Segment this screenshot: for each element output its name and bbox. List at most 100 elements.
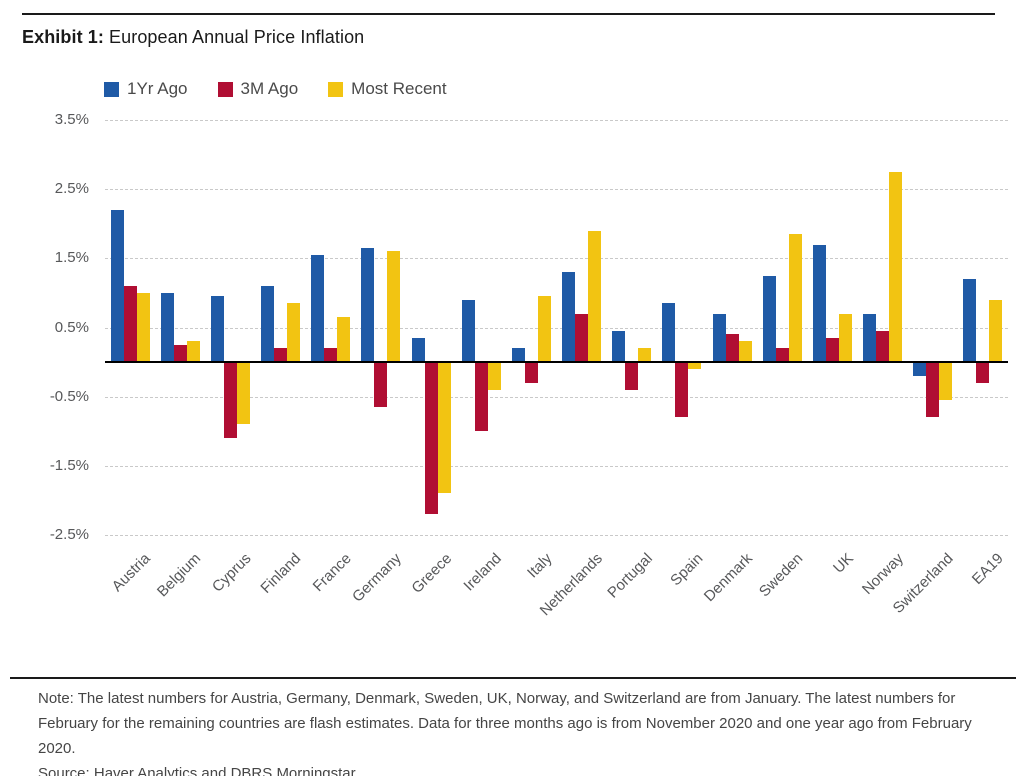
top-divider bbox=[22, 13, 995, 15]
bar-finland-3m-ago bbox=[274, 348, 288, 363]
x-tick-label-portugal: Portugal bbox=[604, 550, 656, 602]
bar-denmark-3m-ago bbox=[725, 334, 739, 363]
y-tick-label-3.5%: 3.5% bbox=[54, 111, 89, 128]
x-tick-label-finland: Finland bbox=[257, 550, 305, 597]
bar-finland-most-recent bbox=[287, 303, 301, 363]
gridline-3.5% bbox=[105, 120, 1008, 121]
note-line-1: Note: The latest numbers for Austria, Ge… bbox=[38, 690, 956, 707]
bar-switzerland-1yr-ago bbox=[913, 362, 927, 376]
bar-netherlands-most-recent bbox=[588, 230, 602, 363]
footer-divider bbox=[10, 677, 1016, 679]
bar-belgium-most-recent bbox=[186, 341, 200, 363]
bar-austria-1yr-ago bbox=[110, 209, 124, 363]
title-text: European Annual Price Inflation bbox=[109, 27, 365, 47]
bar-italy-3m-ago bbox=[524, 362, 538, 383]
x-tick-label-norway: Norway bbox=[858, 550, 907, 598]
zero-axis-line bbox=[105, 361, 1008, 364]
bar-netherlands-3m-ago bbox=[575, 313, 589, 363]
x-tick-label-cyprus: Cyprus bbox=[208, 550, 255, 596]
x-tick-label-italy: Italy bbox=[523, 550, 556, 582]
bar-italy-most-recent bbox=[537, 296, 551, 363]
chart-legend: 1Yr Ago 3M Ago Most Recent bbox=[104, 79, 447, 99]
bar-cyprus-3m-ago bbox=[223, 362, 237, 439]
y-tick-label-1.5%: 1.5% bbox=[54, 249, 89, 267]
x-tick-label-sweden: Sweden bbox=[755, 550, 807, 601]
bar-belgium-3m-ago bbox=[173, 344, 187, 363]
x-tick-label-france: France bbox=[309, 550, 355, 596]
bar-italy-1yr-ago bbox=[511, 348, 525, 363]
bar-switzerland-3m-ago bbox=[926, 362, 940, 418]
bar-denmark-1yr-ago bbox=[712, 313, 726, 363]
bar-greece-1yr-ago bbox=[411, 337, 425, 363]
y-tick-label--2.5%: -2.5% bbox=[49, 526, 89, 543]
bar-norway-1yr-ago bbox=[863, 313, 877, 363]
x-tick-label-netherlands: Netherlands bbox=[536, 550, 606, 620]
legend-label: 1Yr Ago bbox=[127, 79, 188, 98]
exhibit-label: Exhibit 1: bbox=[22, 27, 105, 47]
chart-source: Source: Haver Analytics and DBRS Morning… bbox=[38, 765, 359, 776]
bar-ea19-1yr-ago bbox=[963, 279, 977, 363]
bar-netherlands-1yr-ago bbox=[562, 272, 576, 363]
y-axis-labels: 3.5% 2.5% 1.5% 0.5% -0.5% -1.5% -2.5% bbox=[28, 111, 97, 543]
bar-belgium-1yr-ago bbox=[160, 292, 174, 363]
bar-germany-1yr-ago bbox=[361, 247, 375, 363]
bar-uk-1yr-ago bbox=[812, 244, 826, 363]
y-tick-label--0.5%: -0.5% bbox=[49, 387, 89, 405]
bar-ireland-3m-ago bbox=[474, 362, 488, 432]
bar-greece-most-recent bbox=[437, 362, 451, 494]
bar-ea19-most-recent bbox=[989, 299, 1003, 363]
bar-greece-3m-ago bbox=[424, 362, 438, 515]
bar-portugal-1yr-ago bbox=[612, 330, 626, 363]
bar-norway-3m-ago bbox=[876, 330, 890, 363]
bar-denmark-most-recent bbox=[738, 341, 752, 363]
bar-norway-most-recent bbox=[889, 171, 903, 363]
page-title: Exhibit 1: European Annual Price Inflatio… bbox=[22, 27, 364, 48]
legend-label: Most Recent bbox=[351, 79, 447, 98]
gridline-1.5% bbox=[105, 258, 1008, 260]
bar-uk-most-recent bbox=[838, 313, 852, 363]
legend-swatch-icon bbox=[328, 81, 344, 97]
bar-spain-1yr-ago bbox=[662, 303, 676, 363]
bar-france-most-recent bbox=[337, 317, 351, 363]
y-tick-label--1.5%: -1.5% bbox=[49, 456, 89, 474]
legend-swatch-icon bbox=[104, 81, 119, 97]
legend-item-1yr-ago: 1Yr Ago bbox=[104, 79, 188, 99]
bar-finland-1yr-ago bbox=[261, 286, 275, 363]
bar-uk-3m-ago bbox=[825, 337, 839, 363]
x-tick-label-switzerland: Switzerland bbox=[889, 550, 957, 617]
x-tick-label-belgium: Belgium bbox=[153, 550, 205, 601]
bar-austria-most-recent bbox=[136, 292, 150, 363]
bar-sweden-1yr-ago bbox=[762, 275, 776, 363]
chart-note: Note: The latest numbers for Austria, Ge… bbox=[38, 686, 998, 776]
x-tick-label-ea19: EA19 bbox=[968, 550, 1007, 588]
bar-cyprus-1yr-ago bbox=[210, 296, 224, 363]
bar-switzerland-most-recent bbox=[939, 362, 953, 401]
x-tick-label-uk: UK bbox=[829, 550, 857, 577]
gridline--2.5% bbox=[105, 535, 1008, 536]
bar-cyprus-most-recent bbox=[236, 362, 250, 425]
gridline-0.5% bbox=[105, 327, 1008, 329]
x-tick-label-austria: Austria bbox=[109, 550, 155, 596]
bar-ea19-3m-ago bbox=[976, 362, 990, 383]
x-tick-label-greece: Greece bbox=[408, 550, 456, 597]
legend-label: 3M Ago bbox=[240, 79, 299, 98]
gridline-2.5% bbox=[105, 189, 1008, 191]
legend-item-most-recent: Most Recent bbox=[328, 79, 447, 99]
y-tick-label-2.5%: 2.5% bbox=[54, 180, 89, 198]
bar-france-1yr-ago bbox=[311, 254, 325, 363]
bar-germany-3m-ago bbox=[374, 362, 388, 408]
bar-spain-most-recent bbox=[688, 362, 702, 369]
x-tick-label-ireland: Ireland bbox=[460, 550, 506, 595]
bar-france-3m-ago bbox=[324, 348, 338, 363]
x-tick-label-denmark: Denmark bbox=[701, 550, 757, 606]
bar-sweden-3m-ago bbox=[775, 348, 789, 363]
bar-portugal-3m-ago bbox=[625, 362, 639, 390]
x-tick-label-spain: Spain bbox=[666, 550, 706, 590]
legend-swatch-icon bbox=[217, 81, 233, 97]
y-tick-label-0.5%: 0.5% bbox=[54, 318, 89, 336]
x-tick-label-germany: Germany bbox=[349, 550, 405, 606]
gridline--1.5% bbox=[105, 465, 1008, 467]
bar-portugal-most-recent bbox=[638, 348, 652, 363]
bar-austria-3m-ago bbox=[123, 286, 137, 363]
